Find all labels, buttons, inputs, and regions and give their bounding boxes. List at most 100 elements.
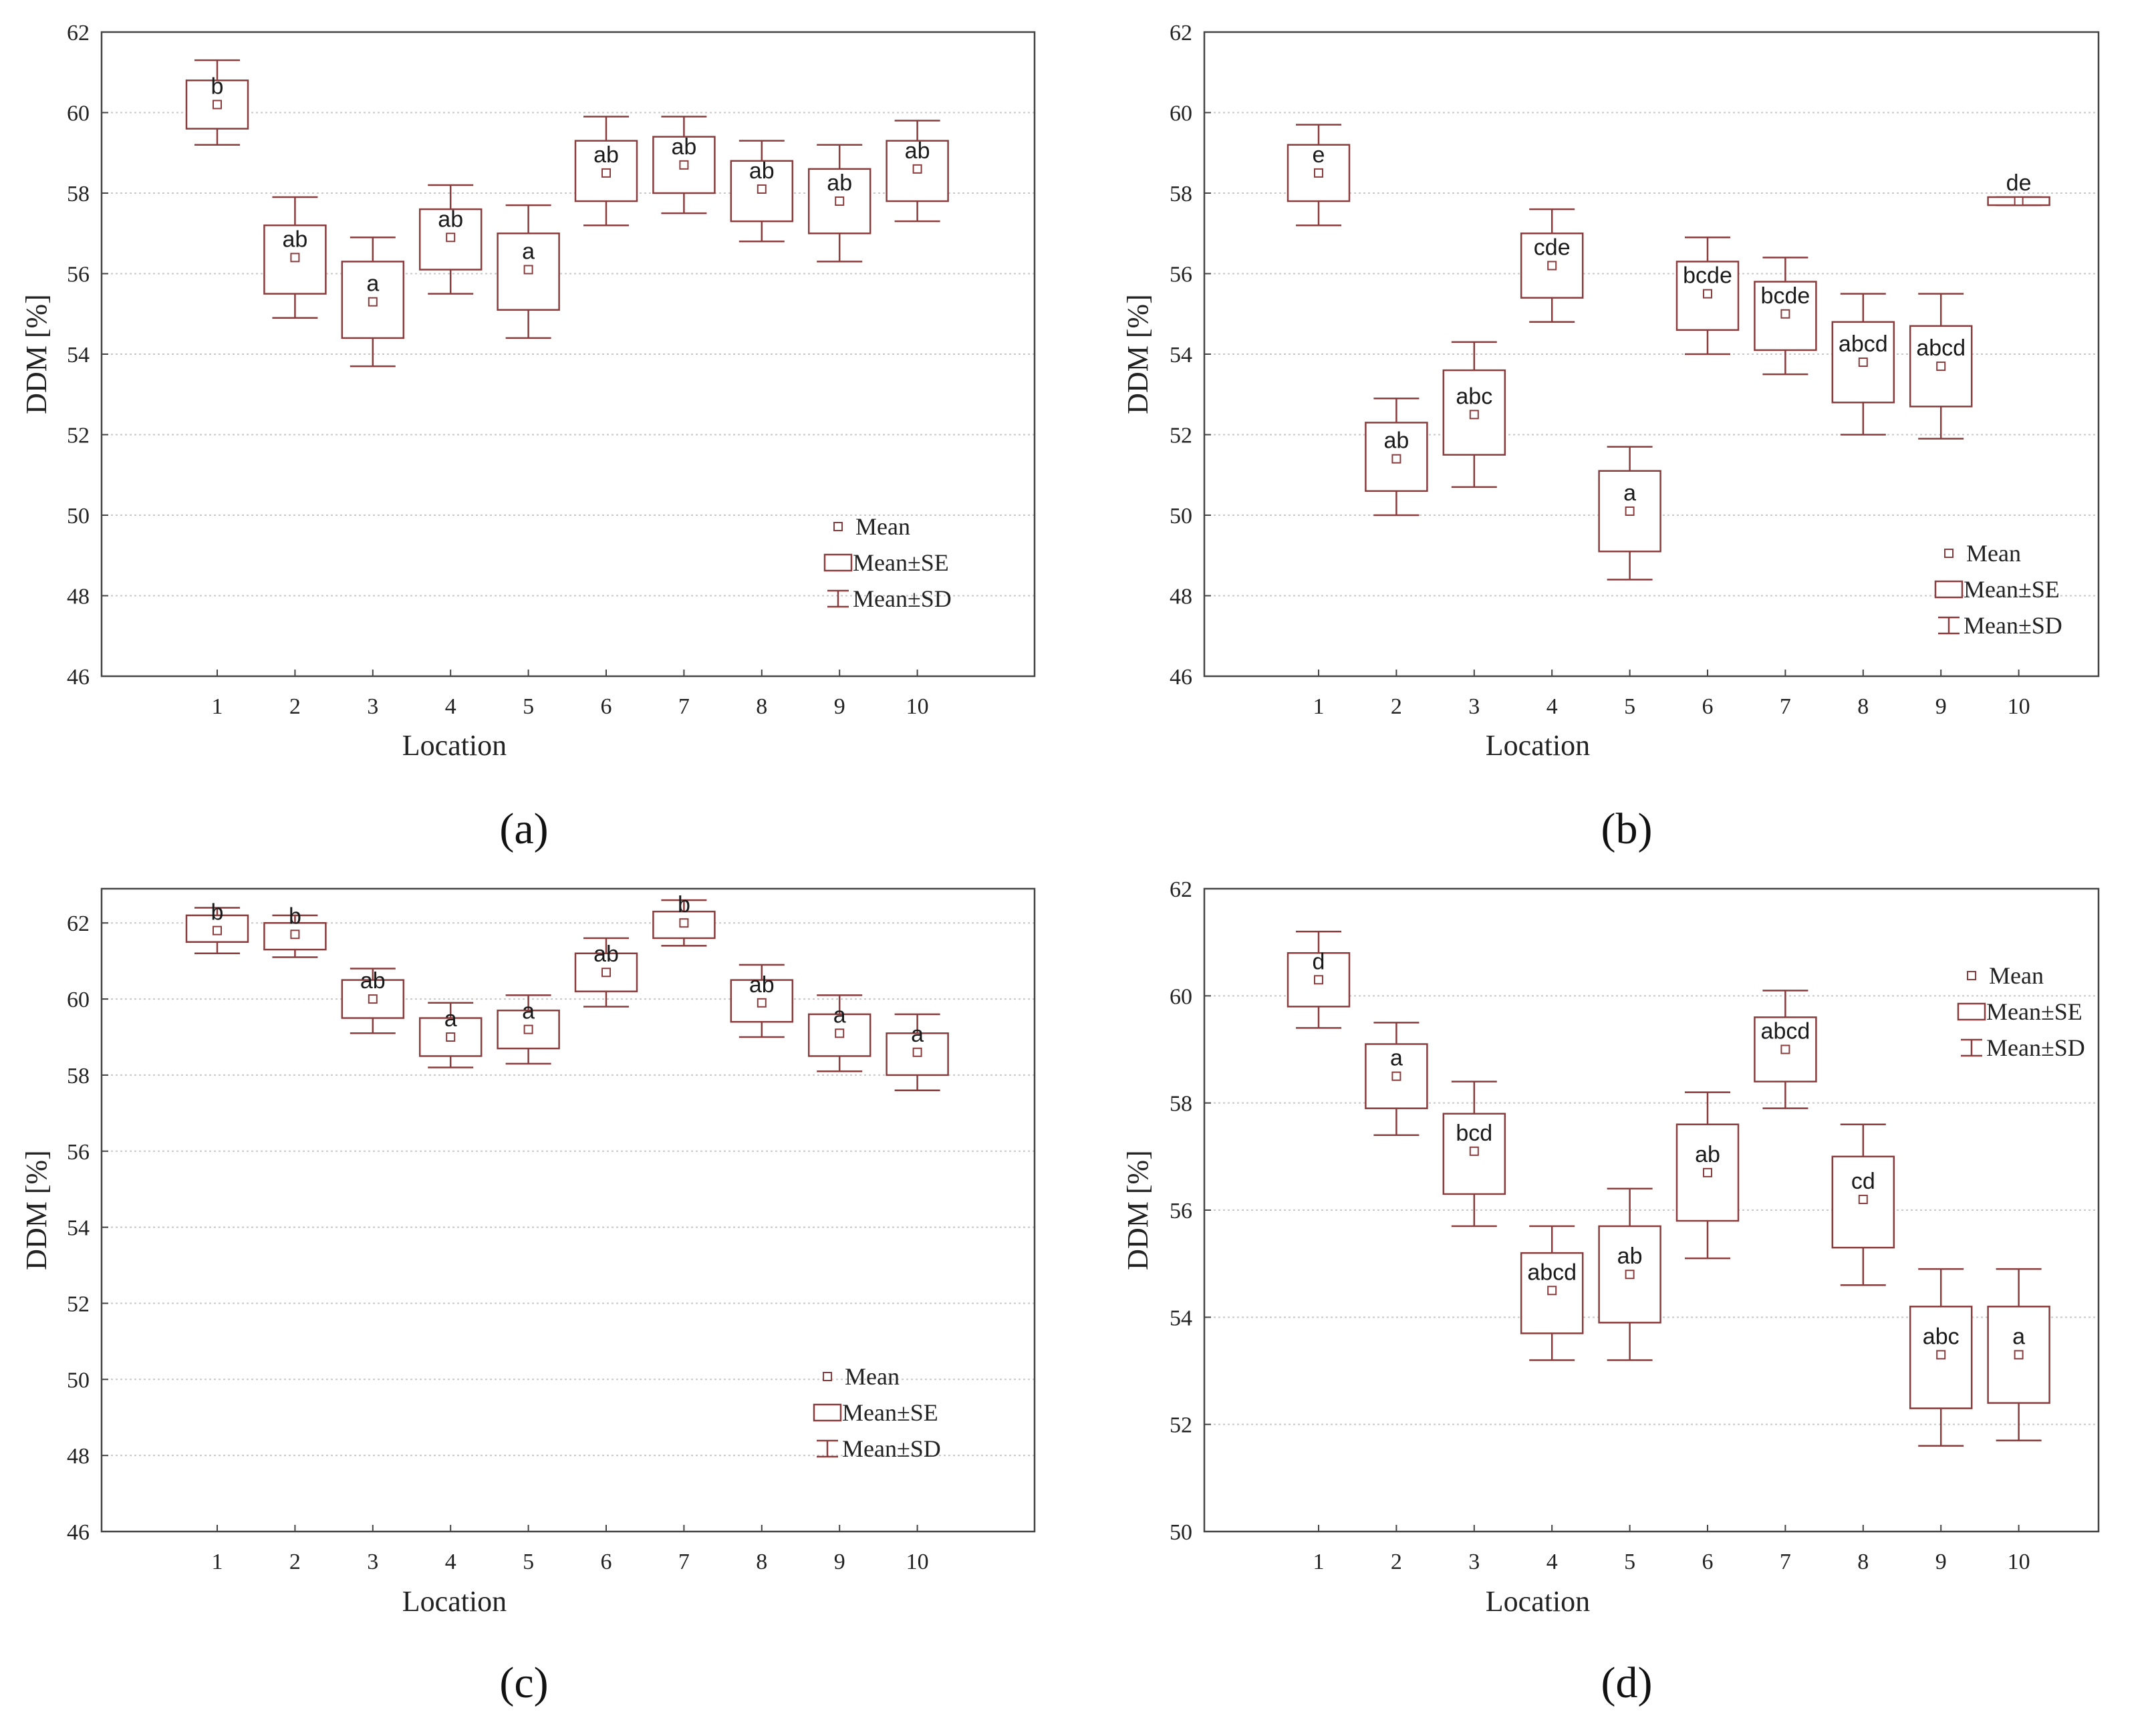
significance-letter: a [1623,480,1636,506]
x-tick-label: 8 [756,694,767,719]
significance-letter: ab [1695,1142,1720,1167]
significance-letter: ab [593,142,619,168]
legend: Mean Mean±SE Mean±SD [823,513,952,612]
box-location-2: ab [1365,398,1428,517]
legend-sd-label: Mean±SD [853,585,952,612]
box-location-7: abcd [1754,990,1817,1109]
se-box [1442,369,1506,456]
significance-letter: de [2006,170,2032,196]
mean-marker [1858,357,1868,368]
box-location-3: ab [341,968,405,1034]
box-location-9: abcd [1909,293,1973,440]
box-location-10: a [886,1013,949,1091]
y-tick-label: 48 [67,1444,90,1469]
box-location-9: abc [1909,1268,1973,1447]
se-box [418,1017,483,1057]
box-location-8: ab [730,964,794,1038]
legend-mean-swatch [833,522,843,531]
box-location-6: ab [574,937,638,1008]
y-tick-label: 60 [67,102,90,126]
x-axis-label: Location [1486,1585,1590,1618]
mean-marker [1547,261,1557,271]
significance-letter: abcd [1916,335,1966,361]
box-location-7: b [652,892,716,947]
legend-se-swatch [823,553,853,572]
y-tick-label: 60 [1170,984,1192,1009]
y-axis-label: DDM [%] [1121,1150,1154,1270]
x-tick-label: 9 [1935,1550,1947,1574]
y-axis-label: DDM [%] [1121,294,1154,414]
legend-sd-label: Mean±SD [842,1435,941,1462]
y-tick-label: 60 [67,988,90,1012]
mean-marker [1314,168,1323,178]
x-tick-label: 10 [2008,694,2030,719]
box-location-8: abcd [1831,293,1895,436]
mean-marker [368,994,378,1004]
plot-frame [100,31,1036,678]
x-tick-label: 3 [367,694,378,719]
y-tick-label: 58 [1170,1092,1192,1117]
significance-letter: bcd [1456,1121,1492,1146]
x-tick-label: 3 [1468,694,1480,719]
y-tick-label: 50 [67,1368,90,1393]
significance-letter: ab [827,170,852,196]
x-tick-label: 2 [1391,694,1402,719]
significance-letter: ab [1617,1244,1643,1269]
y-tick-label: 46 [1170,665,1192,690]
x-axis-label: Location [1486,729,1590,762]
significance-letter: ab [282,227,307,252]
panel-caption: (c) [499,1658,548,1707]
mean-marker [290,253,300,263]
significance-letter: ab [749,972,775,998]
box-location-5: a [1598,446,1661,581]
y-tick-label: 52 [1170,424,1192,448]
box-location-4: a [418,1002,483,1068]
x-tick-label: 1 [212,694,223,719]
legend-mean-label: Mean [1989,962,2044,989]
mean-marker [757,184,767,194]
legend: Mean Mean±SE Mean±SD [1957,962,2085,1061]
x-tick-label: 5 [523,694,534,719]
legend-se-swatch [813,1403,842,1422]
significance-letter: b [678,892,690,917]
mean-marker [912,1047,922,1057]
mean-marker [1858,1194,1868,1204]
mean-marker [446,233,456,243]
x-tick-label: 10 [2008,1550,2030,1574]
mean-marker [1391,1071,1401,1081]
box-location-1: b [185,900,249,955]
x-tick-label: 10 [906,694,929,719]
y-tick-label: 54 [1170,1306,1192,1330]
x-tick-label: 4 [1546,1550,1558,1574]
significance-letter: abc [1923,1324,1960,1349]
legend-mean-label: Mean [845,1363,900,1390]
significance-letter: abc [1456,384,1492,409]
box-location-2: ab [263,196,327,319]
significance-letter: ab [1383,428,1409,454]
mean-marker [1391,454,1401,464]
mean-marker [2014,196,2024,206]
significance-letter: b [211,900,224,925]
significance-letter: a [522,999,535,1024]
box-location-4: cde [1520,208,1584,323]
x-tick-label: 5 [1624,1550,1635,1574]
significance-letter: a [444,1006,457,1032]
mean-marker [368,297,378,307]
y-axis-label: DDM [%] [20,294,53,414]
y-tick-label: 62 [67,21,90,45]
mean-marker [1780,1044,1790,1054]
panel-caption: (d) [1601,1658,1653,1707]
y-tick-label: 56 [1170,1199,1192,1223]
significance-letter: bcde [1683,263,1732,289]
box-location-8: cd [1831,1123,1895,1286]
significance-letter: cde [1534,235,1571,260]
significance-letter: ab [749,158,775,184]
x-tick-label: 10 [906,1550,929,1574]
y-tick-label: 50 [67,504,90,529]
y-tick-label: 62 [67,911,90,936]
mean-marker [446,1032,456,1042]
x-axis-label: Location [402,729,507,762]
